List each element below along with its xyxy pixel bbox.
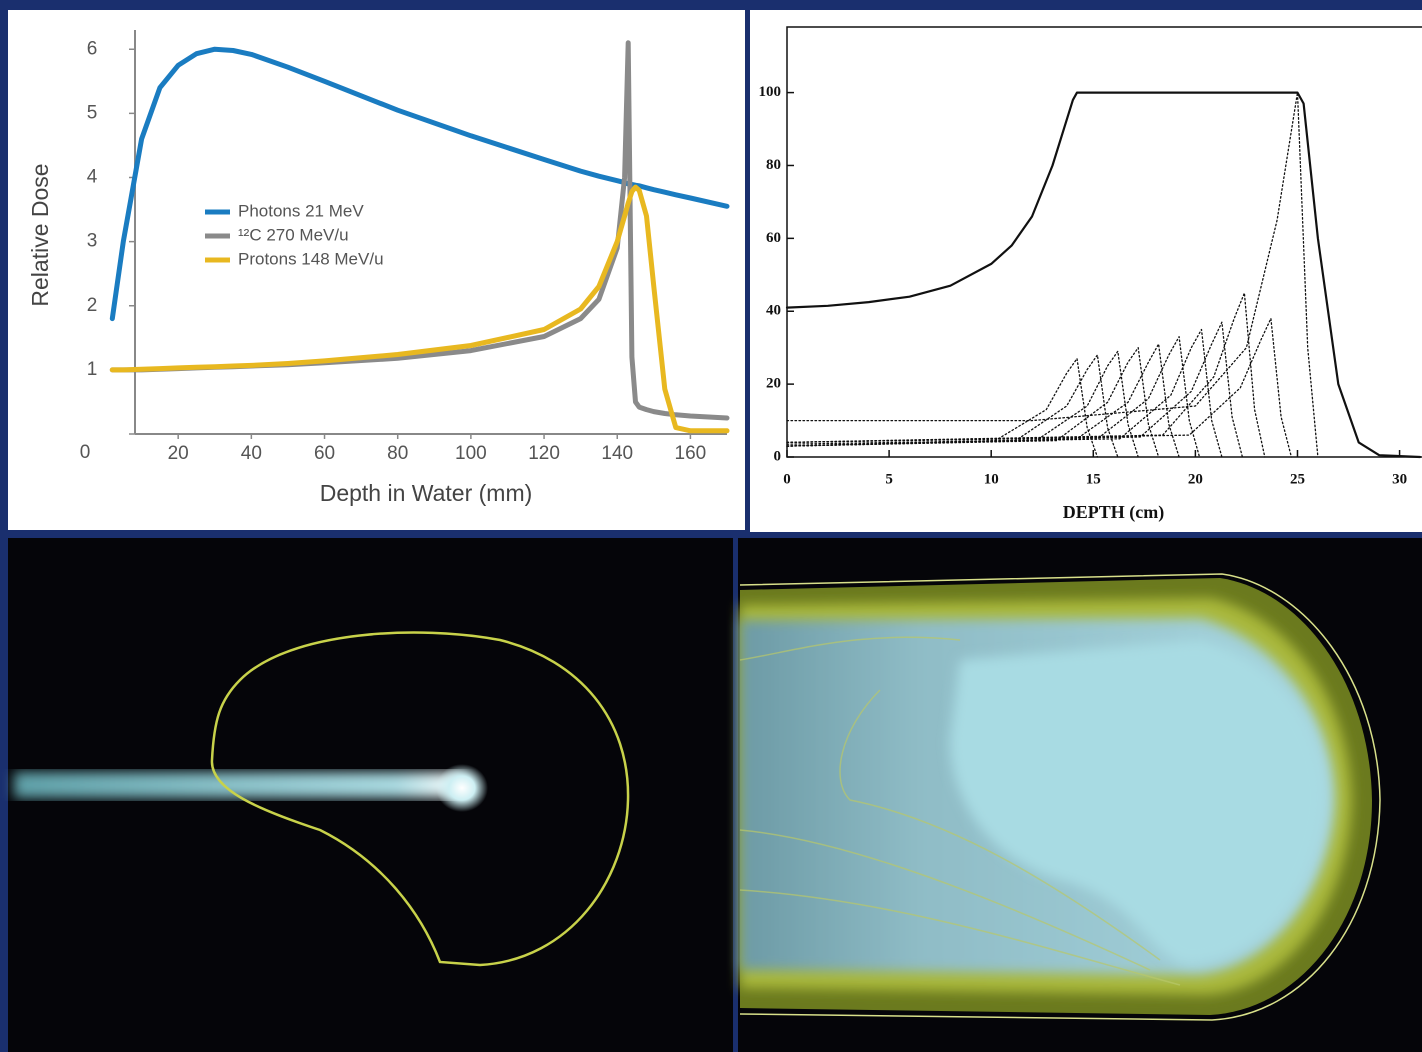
y-tick-label: 3 xyxy=(87,231,98,252)
x-tick-label: 100 xyxy=(455,443,487,464)
y-tick-label: 100 xyxy=(759,84,782,100)
legend-label: Photons 21 MeV xyxy=(238,201,364,220)
y-tick-label: 6 xyxy=(87,38,98,59)
x-tick-label: 15 xyxy=(1086,471,1101,487)
y-tick-label: 40 xyxy=(766,303,781,319)
series-line xyxy=(786,91,1319,458)
y-tick-label: 80 xyxy=(766,157,781,173)
x-tick-label: 0 xyxy=(783,471,791,487)
beam xyxy=(14,772,464,798)
y-tick-label: 0 xyxy=(774,448,782,464)
y-tick-label: 2 xyxy=(87,295,98,316)
y-tick-label: 4 xyxy=(87,167,98,188)
x-tick-label: 160 xyxy=(675,443,707,464)
y-tick-label: 1 xyxy=(87,359,98,380)
x-tick-label: 10 xyxy=(984,471,999,487)
isodose-outline xyxy=(739,573,1381,1021)
target-contour xyxy=(210,631,630,967)
series-line xyxy=(785,91,1422,459)
chart: 0 20 40 60 80 100 0 5 10 15 20 25 30 DEPTH (cm) xyxy=(759,26,1422,523)
x-tick-label: 40 xyxy=(241,443,262,464)
x-tick-label: 5 xyxy=(885,471,893,487)
y-tick-label: 5 xyxy=(87,102,98,123)
series-line xyxy=(786,321,1244,458)
x-tick-label: 20 xyxy=(168,443,189,464)
x-tick-label: 25 xyxy=(1290,471,1305,487)
x-tick-label: 20 xyxy=(1188,471,1203,487)
series-line xyxy=(786,317,1293,458)
chart: 0 1 2 3 4 5 6 20 40 60 80 100 120 140 160 Depth in Wate… xyxy=(27,30,730,506)
legend-label: ¹²C 270 MeV/u xyxy=(238,225,349,244)
x-axis-label: Depth in Water (mm) xyxy=(320,480,533,506)
series-line xyxy=(786,336,1201,458)
x-axis-label: DEPTH (cm) xyxy=(1063,502,1164,523)
series-line xyxy=(109,184,730,434)
beam-spot xyxy=(436,764,488,812)
x-tick-label: 120 xyxy=(528,443,560,464)
series-line xyxy=(786,347,1160,458)
y-tick-label: 20 xyxy=(766,376,781,392)
y-tick-label: 0 xyxy=(80,442,91,463)
series-line xyxy=(786,343,1180,458)
x-tick-label: 140 xyxy=(601,443,633,464)
x-tick-label: 80 xyxy=(387,443,408,464)
panel xyxy=(8,10,745,530)
dose-peak xyxy=(950,640,1325,965)
isodose-lines xyxy=(739,636,1181,986)
x-tick-label: 60 xyxy=(314,443,335,464)
series-line xyxy=(109,46,730,322)
panel xyxy=(750,10,1422,532)
x-tick-label: 30 xyxy=(1392,471,1407,487)
series-line xyxy=(786,328,1223,458)
y-axis-label: Relative Dose xyxy=(27,163,53,306)
legend-label: Protons 148 MeV/u xyxy=(238,249,384,268)
y-tick-label: 60 xyxy=(766,230,781,246)
plot-frame xyxy=(786,26,1422,458)
